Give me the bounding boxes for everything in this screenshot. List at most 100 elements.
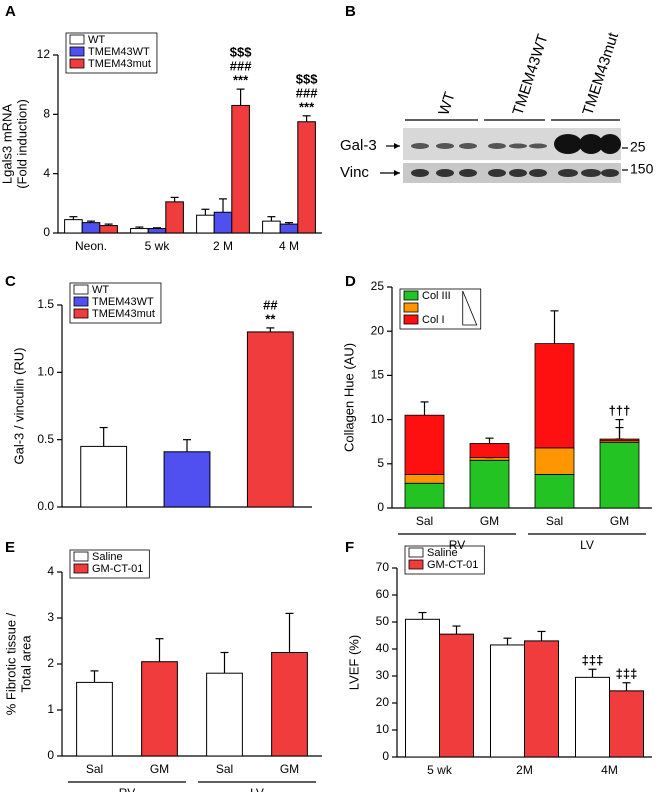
bar — [271, 652, 308, 757]
x-tick-label: 2 M — [213, 239, 233, 253]
blot-panel: B WT TMEM43WT TMEM43mut Gal-3 Vinc 25 15… — [340, 3, 654, 183]
x-tick-label: 2M — [516, 763, 533, 777]
bar-segment — [534, 474, 575, 509]
bar — [439, 633, 474, 758]
bar — [524, 640, 559, 758]
significance-label: ††† — [609, 403, 631, 418]
significance-label: ## — [263, 297, 278, 312]
y-tick-label: 4 — [43, 166, 50, 180]
group-label: LV — [250, 786, 264, 792]
panel-letter: F — [345, 539, 354, 556]
band-label: Vinc — [340, 164, 369, 181]
significance-label: ‡‡‡ — [582, 653, 604, 668]
legend-label: GM-CT-01 — [92, 563, 143, 575]
legend: Col III Col I — [399, 288, 482, 330]
legend-label: Col I — [422, 314, 445, 326]
y-tick-label: 0.5 — [37, 432, 54, 446]
panel-letter: A — [5, 3, 16, 20]
legend-swatch — [73, 296, 89, 307]
legend-frame — [69, 549, 150, 579]
y-axis-label: (Fold induction) — [14, 99, 29, 189]
legend-label: Saline — [92, 551, 123, 563]
bar — [297, 121, 316, 234]
bar — [246, 331, 294, 508]
bar-segment — [534, 343, 575, 449]
lane-label: TMEM43WT — [509, 32, 551, 117]
arrow-head — [394, 170, 400, 176]
y-axis-label: Total area — [18, 635, 33, 693]
bar-segment — [404, 414, 445, 475]
legend-label: Saline — [427, 547, 458, 559]
bands — [411, 134, 621, 154]
legend-label: Col III — [422, 290, 451, 302]
bar — [279, 223, 299, 234]
legend-label: TMEM43WT — [88, 46, 150, 58]
bar-segment — [404, 474, 445, 484]
panel-letter: E — [5, 539, 15, 556]
y-tick-label: 8 — [43, 107, 50, 121]
y-axis-label: Lgals3 mRNA — [0, 104, 14, 185]
bar — [141, 661, 178, 757]
legend-label: TMEM43mut — [88, 58, 151, 70]
bar — [99, 225, 118, 234]
bar — [213, 211, 233, 234]
group-label: LV — [580, 538, 594, 552]
y-tick-label: 20 — [376, 695, 390, 709]
y-tick-label: 0.0 — [37, 499, 54, 513]
bar — [231, 104, 250, 234]
y-tick-label: 0 — [382, 749, 389, 763]
bar — [147, 228, 167, 234]
y-tick-label: 40 — [376, 641, 390, 655]
legend-frame — [399, 288, 482, 330]
panel-letter: B — [345, 3, 356, 20]
legend-swatch — [73, 284, 89, 295]
significance-label: ### — [296, 85, 318, 100]
y-tick-label: 25 — [371, 279, 385, 293]
legend-frame — [65, 32, 158, 74]
y-axis-label: Gal-3 / vinculin (RU) — [11, 347, 26, 464]
bands — [411, 169, 619, 177]
bar — [81, 222, 101, 234]
y-tick-label: 10 — [371, 412, 385, 426]
bar — [490, 644, 525, 758]
bar-segment — [534, 447, 575, 475]
legend-label: WT — [92, 284, 109, 296]
legend-label: GM-CT-01 — [427, 559, 478, 571]
legend-swatch — [69, 46, 85, 57]
lane-label: TMEM43mut — [579, 30, 622, 118]
legend-icon — [462, 290, 478, 326]
significance-label: $$$ — [296, 71, 318, 86]
legend-label: TMEM43WT — [92, 296, 154, 308]
y-tick-label: 1.0 — [37, 365, 54, 379]
significance-label: $$$ — [230, 45, 252, 60]
bar — [130, 228, 149, 234]
bar — [80, 445, 128, 508]
x-tick-label: GM — [610, 514, 629, 528]
y-tick-label: 2 — [47, 656, 54, 670]
y-tick-label: 15 — [371, 368, 385, 382]
legend-frame — [404, 545, 485, 575]
legend-swatch — [408, 559, 424, 570]
bar — [196, 214, 215, 234]
legend-swatch — [73, 308, 89, 319]
x-tick-label: GM — [150, 762, 169, 776]
x-tick-label: GM — [480, 514, 499, 528]
legend-swatch — [73, 563, 89, 574]
panel-letter: D — [345, 273, 356, 290]
x-tick-label: Sal — [86, 762, 103, 776]
significance-label: *** — [299, 99, 315, 114]
bar — [405, 618, 440, 758]
y-tick-label: 3 — [47, 610, 54, 624]
legend-label: TMEM43mut — [92, 308, 155, 320]
y-tick-label: 5 — [377, 456, 384, 470]
legend-swatch — [69, 58, 85, 69]
x-tick-label: Neon. — [75, 239, 107, 253]
bar — [163, 451, 211, 508]
significance-label: *** — [233, 73, 249, 88]
x-tick-label: GM — [280, 762, 299, 776]
bar — [575, 676, 610, 758]
x-tick-label: 4 M — [279, 239, 299, 253]
legend-swatch — [403, 290, 419, 301]
